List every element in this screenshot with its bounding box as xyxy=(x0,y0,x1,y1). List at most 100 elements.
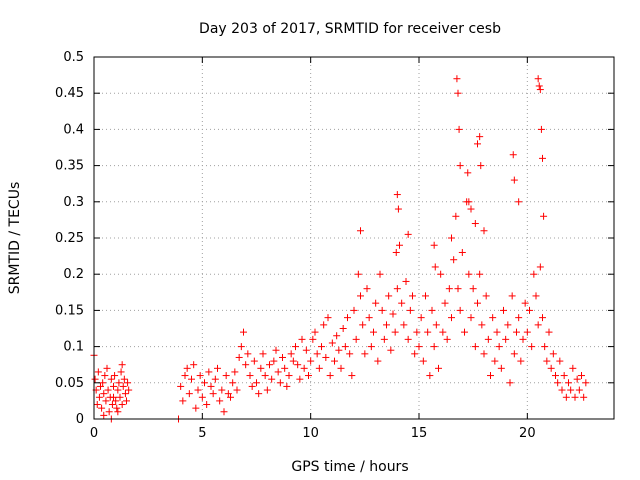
data-point xyxy=(477,162,485,170)
data-point xyxy=(91,375,99,383)
data-point xyxy=(263,386,271,394)
data-point xyxy=(181,372,189,380)
data-point xyxy=(266,361,273,369)
data-point xyxy=(300,364,308,372)
data-point xyxy=(554,379,562,387)
data-point xyxy=(471,220,479,228)
data-point xyxy=(484,335,492,343)
y-tick-label: 0 xyxy=(76,412,84,427)
data-point xyxy=(467,314,475,322)
data-point xyxy=(359,321,367,329)
data-point xyxy=(454,285,462,293)
data-point xyxy=(207,382,215,390)
data-point xyxy=(268,375,276,383)
data-point xyxy=(519,335,527,343)
data-point xyxy=(110,382,117,390)
data-point xyxy=(339,325,347,332)
data-point xyxy=(101,372,109,380)
data-point xyxy=(261,372,269,380)
data-point xyxy=(177,382,185,390)
data-point xyxy=(242,361,250,369)
data-point xyxy=(305,372,312,380)
data-point xyxy=(480,227,488,235)
data-point xyxy=(118,361,126,369)
data-point xyxy=(393,191,401,199)
y-tick-label: 0.35 xyxy=(55,159,84,174)
x-tick-label: 5 xyxy=(198,426,206,441)
x-axis-label: GPS time / hours xyxy=(291,459,408,475)
x-tick-label: 20 xyxy=(519,426,536,441)
data-point xyxy=(100,411,108,419)
y-axis-label: SRMTID / TECUs xyxy=(7,182,23,295)
data-point xyxy=(341,343,349,351)
data-point xyxy=(539,314,546,322)
data-point xyxy=(532,292,540,300)
data-point xyxy=(296,375,304,383)
data-point xyxy=(515,198,523,206)
data-point xyxy=(103,364,111,372)
data-point xyxy=(422,292,429,300)
data-point xyxy=(530,270,538,278)
data-point xyxy=(121,390,129,398)
data-point xyxy=(415,343,423,351)
data-point xyxy=(521,299,529,307)
data-point xyxy=(502,335,510,343)
data-point xyxy=(348,372,356,380)
data-point xyxy=(431,263,439,271)
data-point xyxy=(419,357,427,365)
data-point xyxy=(350,306,358,314)
data-point xyxy=(465,198,473,206)
data-point xyxy=(196,372,204,380)
data-point xyxy=(376,270,384,278)
chart-title: Day 203 of 2017, SRMTID for receiver ces… xyxy=(199,21,501,37)
data-point xyxy=(443,335,451,343)
data-point xyxy=(569,364,577,372)
data-point xyxy=(114,408,122,416)
data-point xyxy=(361,350,369,358)
data-point xyxy=(216,397,224,405)
data-point xyxy=(218,386,226,394)
data-point xyxy=(517,357,525,365)
data-point xyxy=(571,393,579,401)
data-point xyxy=(274,368,282,376)
data-point xyxy=(118,401,126,409)
data-point xyxy=(102,397,110,405)
data-point xyxy=(302,346,310,354)
data-point xyxy=(117,368,125,376)
x-tick-labels: 0 5 10 15 20 xyxy=(90,426,536,441)
data-point xyxy=(257,364,265,372)
data-point xyxy=(476,133,484,141)
data-point xyxy=(474,299,481,307)
data-point xyxy=(469,285,477,293)
data-point xyxy=(558,386,566,394)
data-point xyxy=(552,372,559,380)
data-point xyxy=(209,390,217,398)
data-point xyxy=(491,357,499,365)
data-point xyxy=(281,364,289,372)
axis-ticks xyxy=(93,56,614,420)
data-point xyxy=(337,364,345,372)
data-point xyxy=(115,379,123,387)
data-point xyxy=(374,357,382,365)
data-point xyxy=(448,234,455,242)
data-point xyxy=(125,386,133,394)
data-point xyxy=(328,339,336,347)
data-point xyxy=(445,285,453,293)
data-point xyxy=(107,375,115,383)
data-point xyxy=(190,361,198,369)
data-point xyxy=(393,285,401,293)
y-tick-label: 0.4 xyxy=(63,122,84,137)
y-tick-label: 0.2 xyxy=(63,267,84,282)
data-point xyxy=(404,335,412,343)
data-point xyxy=(456,306,464,314)
data-point xyxy=(272,346,280,354)
data-point xyxy=(276,379,284,387)
data-point xyxy=(119,382,127,390)
data-point xyxy=(540,212,548,220)
data-point xyxy=(248,382,256,390)
y-tick-label: 0.1 xyxy=(63,340,84,355)
data-point xyxy=(545,328,553,336)
data-point xyxy=(453,75,461,83)
data-point xyxy=(201,379,208,387)
